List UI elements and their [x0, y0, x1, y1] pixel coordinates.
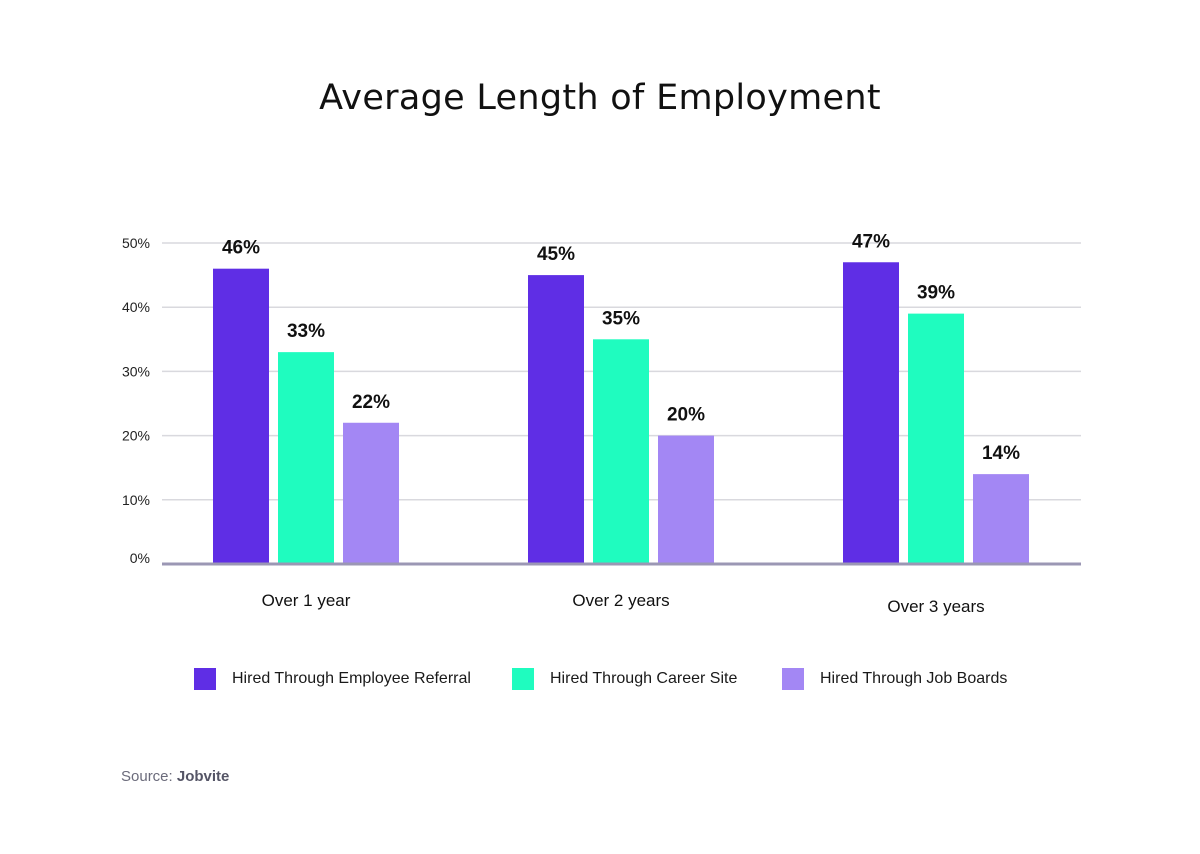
data-label: 33% [287, 321, 325, 342]
data-label: 14% [982, 443, 1020, 464]
y-tick-label: 30% [122, 363, 150, 379]
x-tick-label: Over 1 year [262, 591, 351, 610]
legend-item-job-boards: Hired Through Job Boards [782, 666, 1007, 692]
y-tick-label: 20% [122, 428, 150, 444]
legend-swatch-employee-referral [194, 668, 216, 690]
legend-item-employee-referral: Hired Through Employee Referral [194, 666, 471, 692]
source-name: Jobvite [176, 768, 230, 785]
legend-label-job-boards: Hired Through Job Boards [820, 670, 1008, 687]
x-tick-label: Over 3 years [887, 597, 984, 616]
y-tick-label: 50% [122, 235, 150, 251]
bar-hired-through-career-site-over-2-years [593, 339, 649, 564]
data-label: 35% [602, 308, 640, 329]
legend-swatch-job-boards [782, 668, 804, 690]
y-tick-label: 0% [130, 550, 150, 566]
y-tick-label: 40% [122, 299, 150, 315]
bar-hired-through-career-site-over-1-year [278, 352, 334, 564]
legend-label-career-site: Hired Through Career Site [550, 670, 738, 687]
bar-hired-through-job-boards-over-3-years [973, 474, 1029, 564]
legend: Hired Through Employee Referral Hired Th… [0, 666, 1200, 692]
legend-item-career-site: Hired Through Career Site [512, 666, 737, 692]
data-label: 47% [852, 231, 890, 252]
source-note: Source: Jobvite [121, 768, 229, 785]
bar-hired-through-job-boards-over-2-years [658, 435, 714, 564]
x-tick-label: Over 2 years [572, 591, 669, 610]
bar-hired-through-employee-referral-over-2-years [528, 275, 584, 564]
bar-hired-through-career-site-over-3-years [908, 313, 964, 564]
data-label: 46% [222, 238, 260, 259]
legend-label-employee-referral: Hired Through Employee Referral [232, 670, 471, 687]
chart-title: Average Length of Employment [319, 78, 881, 118]
legend-swatch-career-site [512, 668, 534, 690]
bar-hired-through-employee-referral-over-3-years [843, 262, 899, 564]
data-label: 39% [917, 283, 955, 304]
data-label: 45% [537, 244, 575, 265]
bar-hired-through-employee-referral-over-1-year [213, 268, 269, 564]
data-label: 20% [667, 405, 705, 426]
source-prefix: Source: [121, 768, 177, 785]
bar-hired-through-job-boards-over-1-year [343, 422, 399, 564]
y-tick-label: 10% [122, 492, 150, 508]
data-label: 22% [352, 392, 390, 413]
